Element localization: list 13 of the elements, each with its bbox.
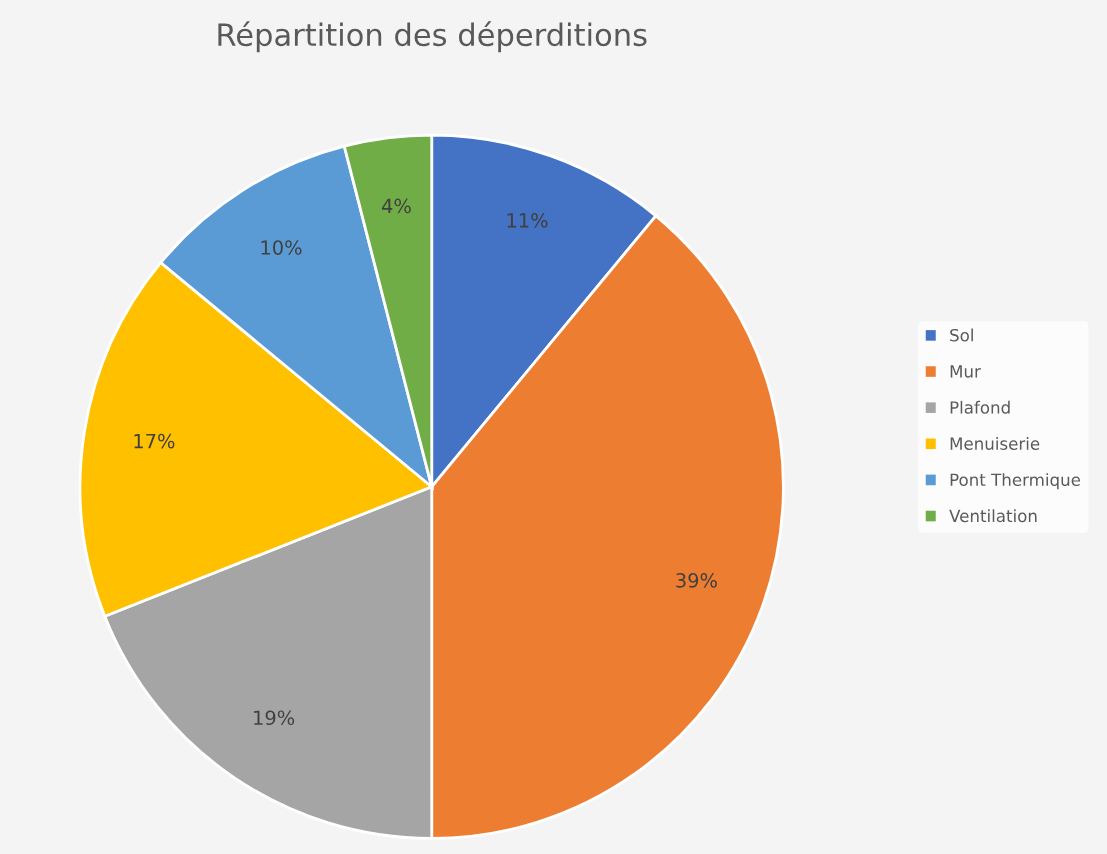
legend-label: Pont Thermique xyxy=(950,473,1081,490)
data-label: 10% xyxy=(261,240,302,255)
data-label: 11% xyxy=(507,213,548,228)
legend-label: Ventilation xyxy=(949,509,1037,523)
data-label: 39% xyxy=(676,573,717,588)
legend-label: Sol xyxy=(950,328,973,342)
data-label: 17% xyxy=(134,433,175,449)
chart-title: Répartition des déperditions xyxy=(218,21,647,53)
legend-label: Mur xyxy=(950,365,981,378)
legend-label: Menuiserie xyxy=(950,437,1040,450)
legend-label: Plafond xyxy=(950,400,1010,414)
data-label: 4% xyxy=(382,198,411,214)
data-label: 19% xyxy=(254,710,295,726)
